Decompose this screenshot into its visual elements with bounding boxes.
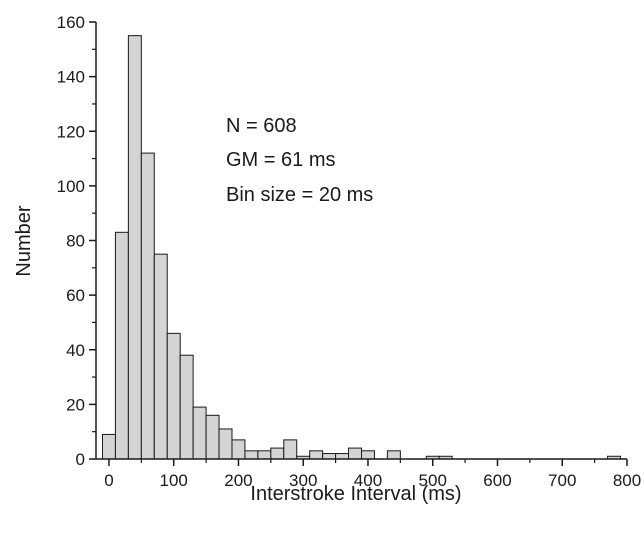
x-tick-label: 300 xyxy=(289,471,317,490)
y-tick-label: 160 xyxy=(57,13,85,32)
axis-ticks: 0 100 200 300 400 500 600 700 800 0 20 40 60 80 100 120… xyxy=(57,13,642,490)
histogram-bar xyxy=(218,428,233,460)
y-tick-label: 60 xyxy=(66,286,85,305)
x-axis-title: Interstroke Interval (ms) xyxy=(250,483,461,505)
histogram-bar xyxy=(101,433,116,460)
histogram-bar xyxy=(231,439,246,460)
histogram-bar xyxy=(166,332,181,460)
histogram-bar xyxy=(153,253,168,460)
histogram-bar xyxy=(361,450,375,460)
annotation-gm: GM = 61 ms xyxy=(226,149,335,171)
chart-annotations: N = 608 GM = 61 ms Bin size = 20 ms xyxy=(226,115,373,206)
histogram-bar xyxy=(114,231,129,460)
x-tick-label: 800 xyxy=(613,471,641,490)
histogram-bar xyxy=(309,450,324,460)
histogram-bar xyxy=(127,35,142,460)
annotation-bin-size: Bin size = 20 ms xyxy=(226,184,373,206)
x-tick-label: 500 xyxy=(419,471,447,490)
y-axis-title: Number xyxy=(13,205,35,276)
histogram-bar xyxy=(348,447,362,460)
annotation-n: N = 608 xyxy=(226,115,297,137)
y-tick-label: 100 xyxy=(57,177,85,196)
y-tick-label: 20 xyxy=(66,395,85,414)
x-tick-label: 0 xyxy=(104,471,113,490)
x-tick-label: 600 xyxy=(483,471,511,490)
histogram-bar xyxy=(386,450,401,460)
x-tick-label: 700 xyxy=(548,471,576,490)
y-tick-label: 40 xyxy=(66,341,85,360)
histogram-bar xyxy=(283,439,298,460)
histogram-bar xyxy=(179,354,194,460)
histogram-bar xyxy=(257,450,272,460)
histogram-bar xyxy=(244,450,259,460)
y-tick-label: 80 xyxy=(66,232,85,251)
y-tick-label: 0 xyxy=(76,450,85,469)
x-tick-label: 100 xyxy=(160,471,188,490)
histogram-bar xyxy=(192,406,207,460)
x-tick-label: 400 xyxy=(354,471,382,490)
histogram-bar xyxy=(335,453,350,460)
y-tick-label: 140 xyxy=(57,68,85,87)
histogram-bar xyxy=(140,152,155,460)
y-tick-label: 120 xyxy=(57,122,85,141)
x-tick-label: 200 xyxy=(224,471,252,490)
histogram-bars xyxy=(101,35,622,460)
histogram-bar xyxy=(270,447,285,460)
histogram-bar xyxy=(322,453,337,460)
histogram-bar xyxy=(205,414,220,460)
